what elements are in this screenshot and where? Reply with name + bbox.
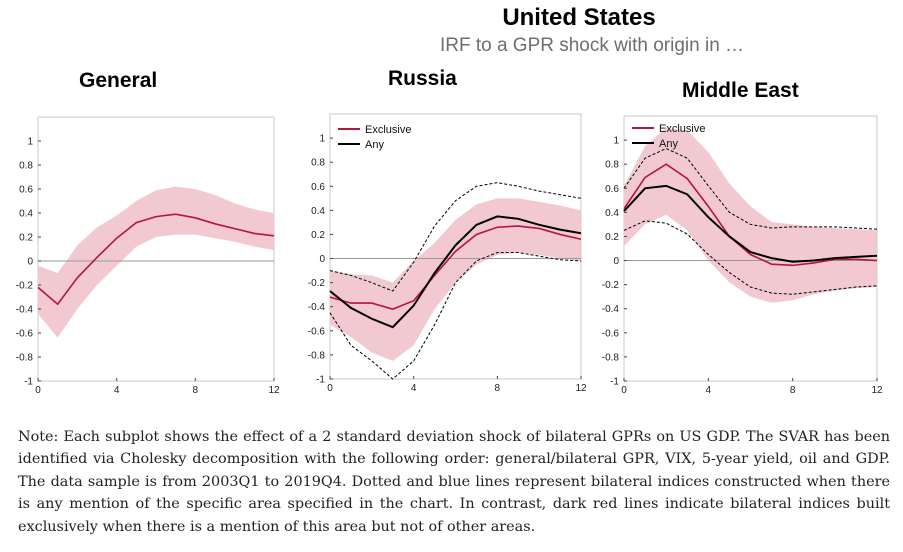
y-tick-label: -0.6: [308, 326, 326, 337]
figure-note: Note: Each subplot shows the effect of a…: [18, 429, 890, 535]
y-tick-label: 0: [27, 257, 33, 268]
page-title: United States: [502, 4, 656, 31]
y-tick-label: 0.8: [19, 161, 33, 172]
x-tick-label: 0: [621, 385, 627, 396]
legend-label: Exclusive: [365, 124, 411, 136]
y-tick-label: -0.8: [308, 350, 326, 361]
panel-title-russia: Russia: [388, 67, 457, 90]
chart-russia: -1 -0.8 -0.6 -0.4 -0.2 0 0.2 0.4 0.6 0.8 1 0 4 8 12 Exc…: [308, 113, 587, 394]
y-tick-label: 0.4: [19, 209, 33, 220]
confidence-band: [330, 198, 581, 361]
dashed-upper-band: [623, 147, 878, 230]
y-tick-label: -0.2: [16, 281, 34, 292]
y-tick-label: 0.4: [311, 206, 325, 217]
x-tick-label: 0: [327, 383, 333, 394]
y-tick-label: 0.8: [605, 160, 619, 171]
y-tick-label: -1: [24, 377, 33, 388]
panel-title-general: General: [79, 69, 158, 92]
y-tick-label: 0.2: [19, 233, 33, 244]
dashed-upper-band: [329, 182, 582, 292]
x-tick-label: 12: [871, 385, 883, 396]
series-line: [37, 213, 275, 306]
legend: Exclusive Any: [632, 123, 705, 150]
chart-general: -1 -0.8 -0.6 -0.4 -0.2 0 0.2 0.4 0.6 0.8 1 0 4 8 12: [16, 116, 280, 396]
y-tick-label: -0.8: [16, 353, 34, 364]
y-tick-label: -0.4: [308, 302, 326, 313]
series-line-any: [329, 215, 582, 329]
x-tick-label: 12: [268, 385, 280, 396]
y-tick-label: 0.2: [311, 230, 325, 241]
series-line-exclusive: [623, 163, 878, 267]
y-tick-label: -0.8: [602, 352, 620, 363]
y-tick-label: 0.2: [605, 232, 619, 243]
x-tick-label: 4: [706, 385, 712, 396]
y-tick-label: -0.4: [16, 305, 34, 316]
x-tick-label: 8: [790, 385, 796, 396]
x-tick-label: 4: [411, 383, 417, 394]
legend-label: Any: [659, 138, 678, 150]
y-tick-label: 1: [613, 136, 619, 147]
series-line-exclusive: [329, 225, 582, 310]
y-tick-label: 0.6: [311, 182, 325, 193]
y-tick-label: 0.8: [311, 158, 325, 169]
legend: Exclusive Any: [338, 124, 411, 151]
y-tick-label: 1: [27, 137, 33, 148]
y-tick-label: -0.2: [602, 280, 620, 291]
x-tick-label: 8: [193, 385, 199, 396]
plot-frame: [37, 116, 275, 382]
series-line-any: [623, 184, 878, 263]
y-tick-label: 0: [613, 256, 619, 267]
y-tick-label: 0.4: [605, 208, 619, 219]
page-subtitle: IRF to a GPR shock with origin in …: [439, 35, 745, 56]
x-tick-label: 4: [114, 385, 120, 396]
legend-label: Any: [365, 139, 384, 151]
x-tick-label: 8: [495, 383, 501, 394]
x-tick-label: 12: [575, 383, 587, 394]
y-tick-label: -0.2: [308, 278, 326, 289]
dashed-lower-band: [623, 220, 878, 295]
confidence-band: [624, 128, 877, 303]
y-tick-label: -0.6: [602, 328, 620, 339]
x-tick-label: 0: [35, 385, 41, 396]
y-tick-label: 0.6: [605, 184, 619, 195]
y-tick-label: 1: [319, 134, 325, 145]
legend-label: Exclusive: [659, 123, 705, 135]
y-tick-label: -1: [316, 375, 325, 386]
chart-middle-east: -1 -0.8 -0.6 -0.4 -0.2 0 0.2 0.4 0.6 0.8 1 0 4 8 12 Exc…: [602, 115, 883, 396]
y-tick-label: -0.6: [16, 329, 34, 340]
y-tick-label: -0.4: [602, 304, 620, 315]
y-tick-label: 0.6: [19, 185, 33, 196]
y-tick-label: 0: [319, 254, 325, 265]
y-tick-label: -1: [610, 377, 619, 388]
panel-title-middle-east: Middle East: [682, 79, 799, 102]
